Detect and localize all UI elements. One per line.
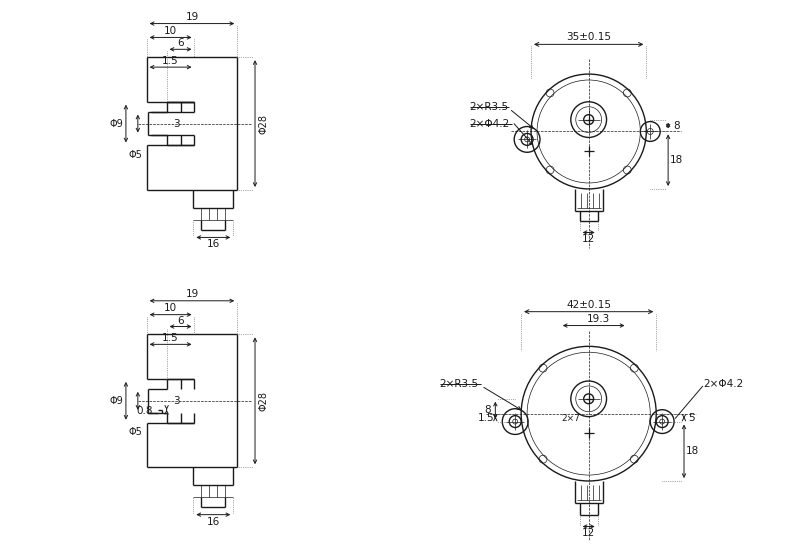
Text: Φ9: Φ9 (109, 119, 123, 129)
Text: 18: 18 (670, 155, 682, 165)
Text: 2×7: 2×7 (562, 414, 580, 423)
Text: Φ5: Φ5 (129, 427, 142, 437)
Text: 1.5: 1.5 (478, 413, 494, 423)
Text: 19.3: 19.3 (587, 314, 610, 324)
Text: 16: 16 (206, 239, 220, 249)
Text: 2×Φ4.2: 2×Φ4.2 (703, 379, 743, 389)
Text: 12: 12 (582, 235, 595, 244)
Text: Φ5: Φ5 (129, 150, 142, 160)
Text: 10: 10 (164, 26, 177, 35)
Text: 42±0.15: 42±0.15 (566, 300, 611, 310)
Text: 1.5: 1.5 (162, 56, 179, 66)
Text: 5: 5 (689, 413, 695, 423)
Text: Φ28: Φ28 (259, 114, 269, 134)
Text: 12: 12 (582, 529, 595, 539)
Text: 8: 8 (484, 405, 490, 415)
Text: 35±0.15: 35±0.15 (566, 32, 611, 43)
Text: Φ9: Φ9 (109, 396, 123, 406)
Text: 18: 18 (686, 446, 698, 456)
Text: 19: 19 (186, 289, 198, 299)
Text: 2×R3.5: 2×R3.5 (440, 379, 479, 389)
Text: 1.5: 1.5 (162, 333, 179, 343)
Text: 3: 3 (174, 119, 180, 129)
Text: 2×R3.5: 2×R3.5 (470, 102, 509, 112)
Text: 16: 16 (206, 516, 220, 526)
Text: 6: 6 (178, 316, 184, 325)
Text: 2×Φ4.2: 2×Φ4.2 (470, 119, 510, 129)
Text: 19: 19 (186, 12, 198, 22)
Text: 0.8: 0.8 (137, 406, 153, 416)
Text: 8: 8 (673, 120, 679, 130)
Text: Φ28: Φ28 (259, 391, 269, 411)
Text: 10: 10 (164, 303, 177, 312)
Text: 6: 6 (178, 39, 184, 48)
Text: 3: 3 (174, 396, 180, 406)
